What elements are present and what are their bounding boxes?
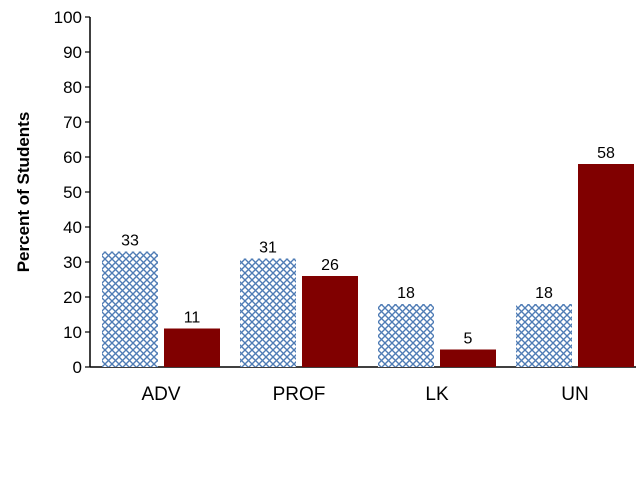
bar-lk-series-1 (378, 304, 434, 367)
y-tick-label: 0 (73, 358, 82, 377)
y-tick-label: 20 (63, 288, 82, 307)
y-tick-label: 90 (63, 43, 82, 62)
y-tick-label: 30 (63, 253, 82, 272)
y-tick-label: 70 (63, 113, 82, 132)
y-tick-label: 40 (63, 218, 82, 237)
data-label: 33 (121, 233, 139, 250)
y-tick-label: 50 (63, 183, 82, 202)
data-label: 18 (397, 285, 415, 302)
bar-adv-series-2 (164, 328, 220, 367)
bar-prof-series-1 (240, 258, 296, 367)
bar-lk-series-2 (440, 349, 496, 367)
bar-prof-series-2 (302, 276, 358, 367)
chart-bars (102, 164, 634, 367)
y-axis-title: Percent of Students (14, 112, 33, 273)
y-tick-label: 10 (63, 323, 82, 342)
data-label: 11 (184, 310, 201, 327)
x-tick-label: UN (561, 384, 588, 405)
data-label: 26 (321, 257, 339, 274)
chart-axes: 0 10 20 30 40 50 60 70 80 90 100 (54, 8, 636, 377)
bar-un-series-2 (578, 164, 634, 367)
y-tick-label: 100 (54, 8, 82, 27)
chart-labels: 33 11 ADV 31 26 PROF 18 5 LK 18 58 UN (121, 145, 615, 405)
bar-adv-series-1 (102, 251, 158, 367)
y-tick-label: 80 (63, 78, 82, 97)
x-tick-label: LK (425, 384, 449, 405)
data-label: 18 (535, 285, 553, 302)
data-label: 31 (259, 240, 277, 257)
bar-un-series-1 (516, 304, 572, 367)
y-tick-label: 60 (63, 148, 82, 167)
data-label: 58 (597, 145, 615, 162)
x-tick-label: ADV (141, 384, 180, 405)
data-label: 5 (464, 331, 473, 348)
x-tick-label: PROF (273, 384, 326, 405)
